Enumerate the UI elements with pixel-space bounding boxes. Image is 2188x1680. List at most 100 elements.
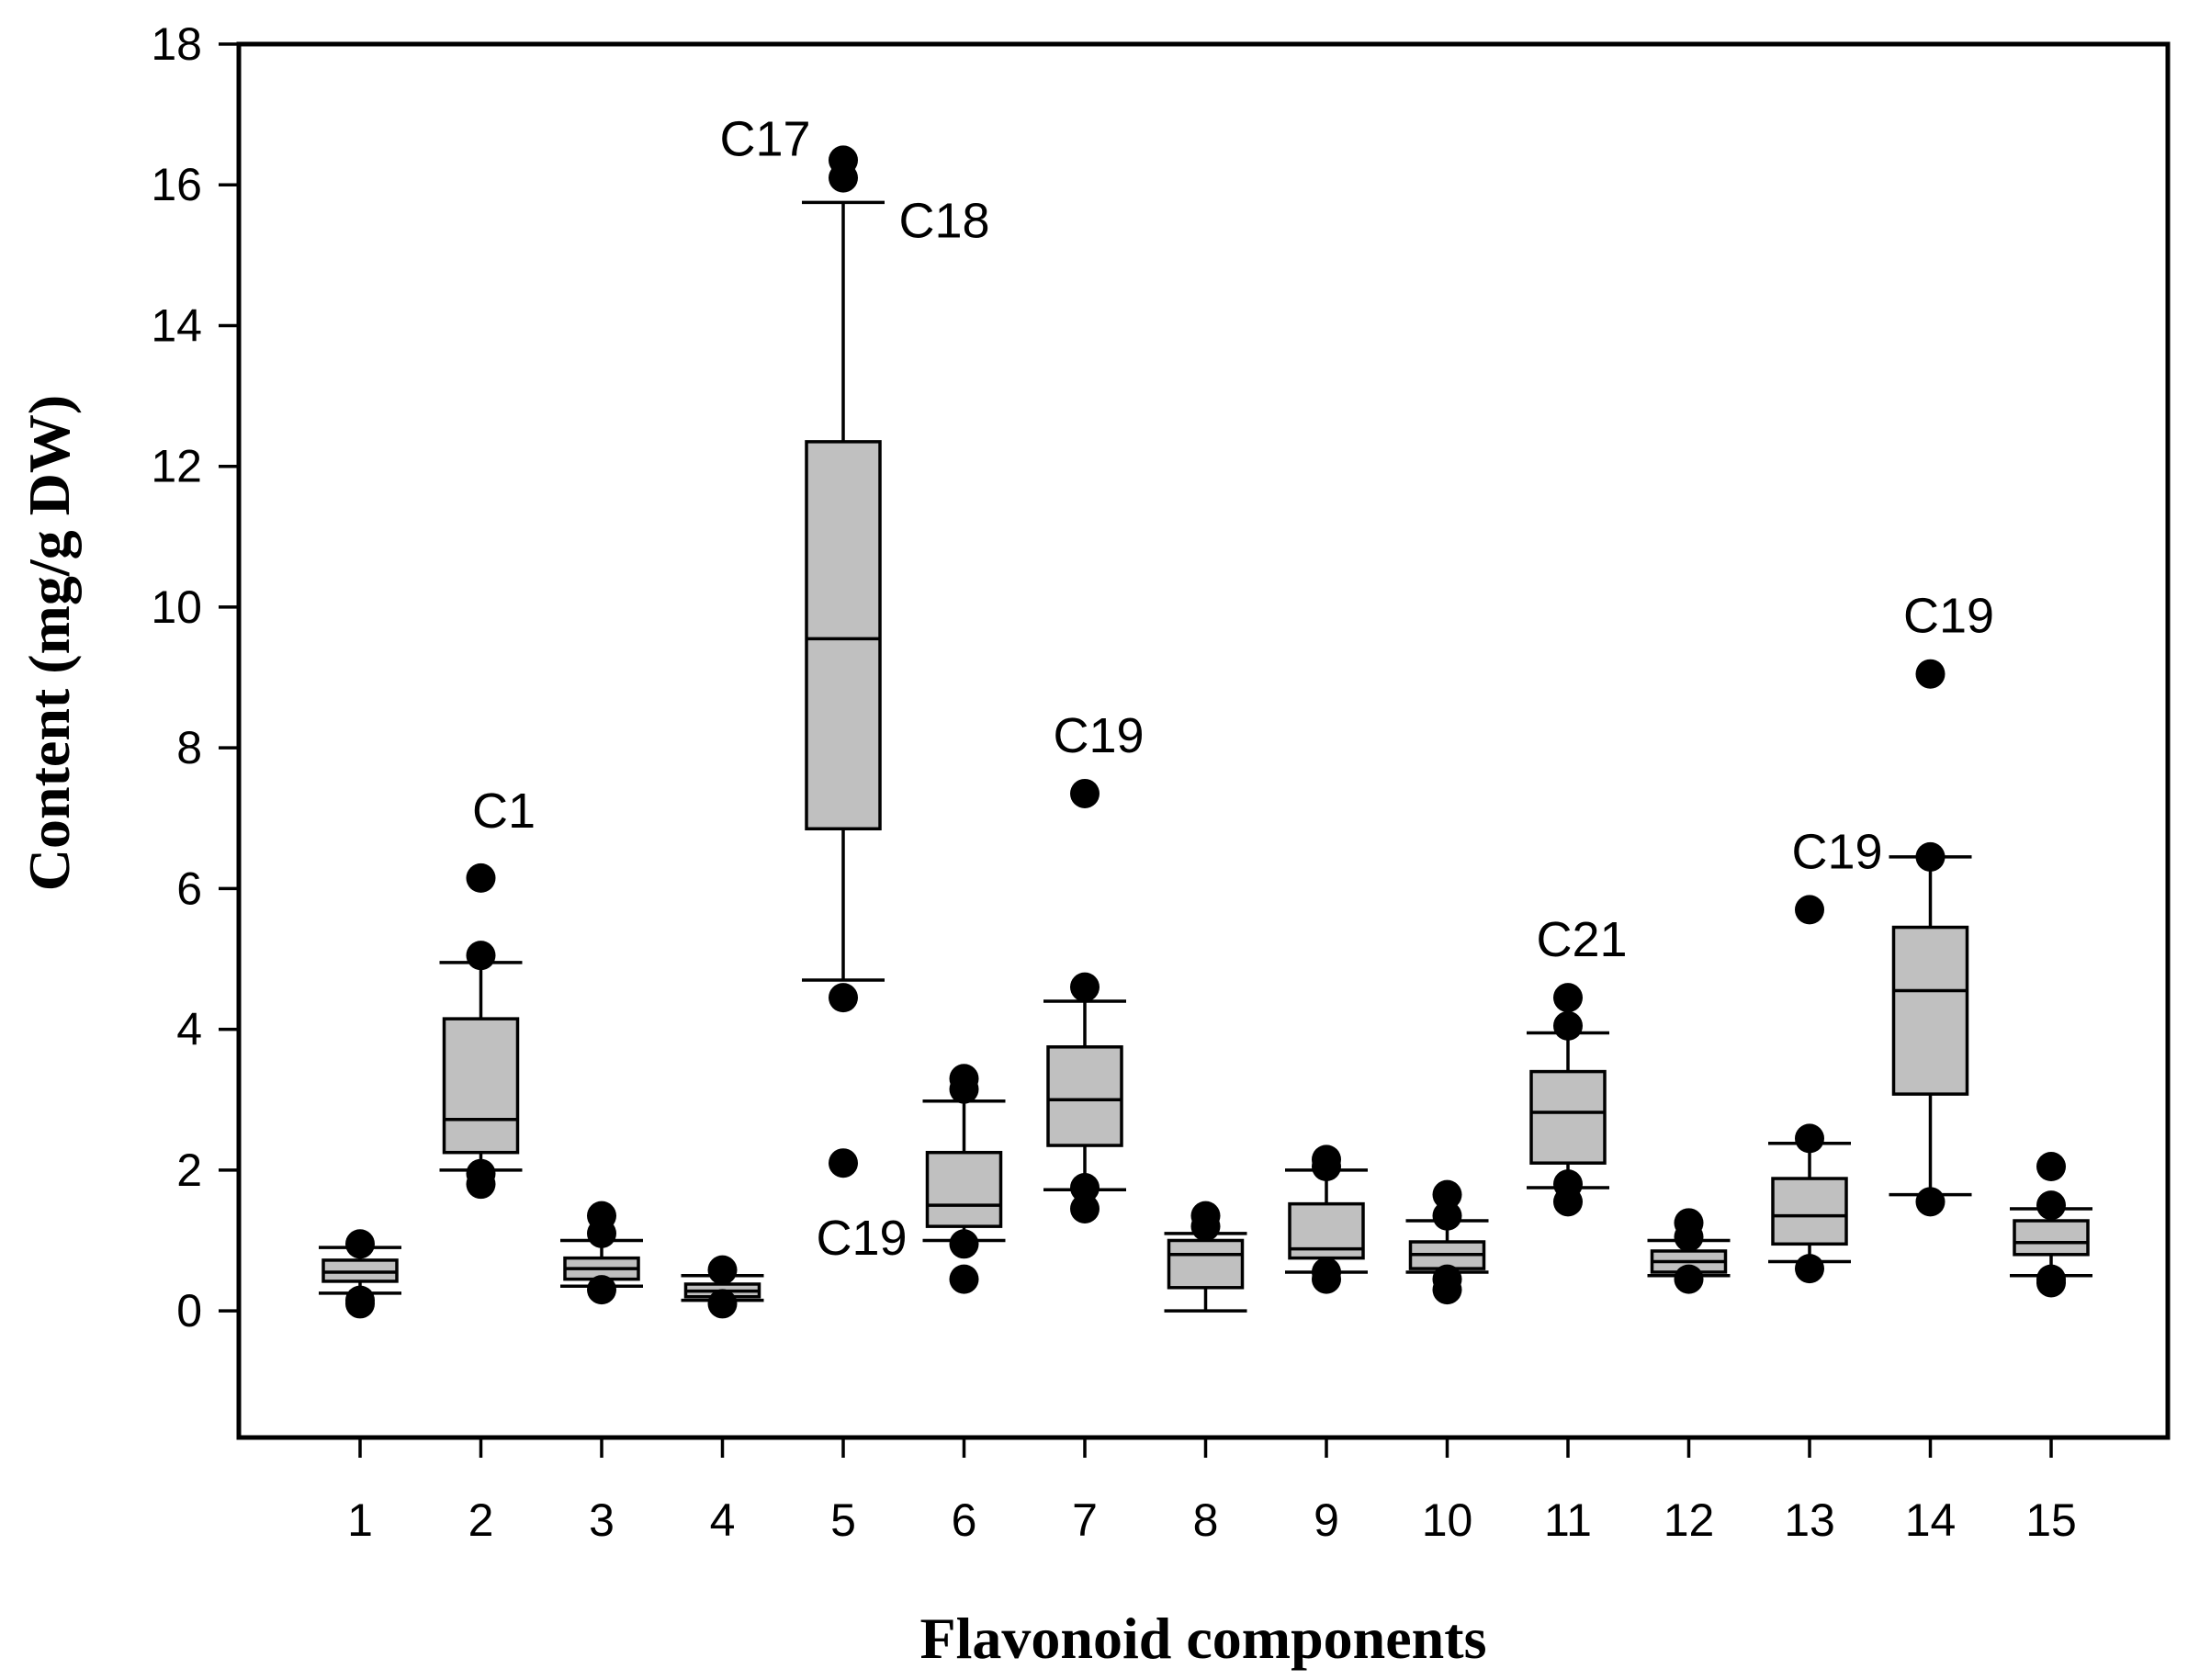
y-tick-label: 10 [151, 581, 202, 633]
outlier-point [345, 1229, 375, 1259]
outlier-point [1674, 1208, 1704, 1238]
outlier-point [707, 1289, 738, 1319]
outlier-point [829, 1148, 858, 1178]
box-group-10 [1405, 1179, 1489, 1305]
outlier-point [1312, 1257, 1341, 1287]
box-group-5 [802, 145, 885, 1178]
outlier-point [1432, 1201, 1462, 1231]
outlier-point [466, 1158, 496, 1189]
box-group-3 [560, 1201, 643, 1305]
y-tick-label: 2 [176, 1144, 202, 1196]
y-axis-title: Content (mg/g DW) [17, 395, 82, 891]
y-tick-label: 14 [151, 299, 202, 351]
outlier-point [2036, 1264, 2066, 1294]
outlier-point [1553, 1169, 1583, 1200]
x-tick-label: 8 [1193, 1494, 1219, 1546]
y-tick-label: 18 [151, 18, 202, 70]
outlier-point [2036, 1152, 2066, 1182]
x-tick-label: 6 [952, 1494, 977, 1546]
outlier-point [1674, 1264, 1704, 1294]
box-group-4 [681, 1255, 764, 1319]
outlier-point [949, 1264, 979, 1294]
outlier-point [1915, 659, 1946, 689]
x-tick-label: 10 [1422, 1494, 1473, 1546]
x-tick-label: 3 [589, 1494, 615, 1546]
box-group-8 [1164, 1201, 1247, 1313]
y-tick-label: 4 [176, 1004, 202, 1055]
x-tick-label: 5 [830, 1494, 856, 1546]
outlier-point [1553, 1010, 1583, 1041]
outlier-point [1432, 1264, 1462, 1294]
plot-frame [236, 41, 2171, 1440]
outlier-point [1553, 983, 1583, 1013]
box-group-7 [1043, 778, 1126, 1223]
x-tick-label: 9 [1314, 1494, 1339, 1546]
y-axis: 0 2 4 6 8 10 12 14 16 18 [151, 18, 239, 1336]
outlier-point [829, 145, 858, 175]
x-tick-label: 2 [468, 1494, 494, 1546]
x-axis-title: Flavonoid components [920, 1606, 1487, 1671]
outlier-point [466, 941, 496, 971]
box-iqr [925, 1150, 1003, 1228]
outlier-point [1070, 972, 1100, 1002]
x-axis: 1 2 3 4 5 6 7 8 9 10 11 12 13 14 15 [347, 1438, 2077, 1546]
box-group-6 [922, 1064, 1006, 1294]
outlier-point [587, 1201, 616, 1231]
outlier-point [1070, 1173, 1100, 1203]
outlier-point [1190, 1201, 1221, 1231]
outlier-point [466, 863, 496, 893]
y-tick-label: 0 [176, 1285, 202, 1336]
x-tick-label: 15 [2025, 1494, 2077, 1546]
outlier-point [1795, 1254, 1824, 1284]
box-group-13 [1768, 895, 1851, 1284]
box-iqr [2013, 1219, 2090, 1257]
x-tick-label: 12 [1664, 1494, 1715, 1546]
y-tick-label: 16 [151, 159, 202, 210]
outlier-point [1312, 1144, 1341, 1175]
box-iqr [1529, 1069, 1607, 1165]
box-iqr [1771, 1177, 1848, 1246]
box-group-1 [319, 1229, 401, 1319]
box-iqr [805, 440, 882, 831]
outlier-point [949, 1064, 979, 1094]
box-iqr [442, 1017, 520, 1155]
outlier-point [707, 1255, 738, 1285]
outlier-point [1915, 1187, 1946, 1217]
box-series [319, 145, 2092, 1319]
outlier-annotation: C18 [898, 194, 989, 249]
y-tick-label: 8 [176, 722, 202, 773]
x-tick-label: 7 [1072, 1494, 1098, 1546]
outlier-point [2036, 1190, 2066, 1221]
box-group-15 [2010, 1152, 2092, 1298]
x-tick-label: 4 [710, 1494, 736, 1546]
outlier-point [1432, 1179, 1462, 1210]
outlier-point [829, 983, 858, 1013]
y-tick-label: 12 [151, 441, 202, 492]
outlier-point [1795, 1123, 1824, 1154]
box-group-11 [1527, 983, 1609, 1217]
outlier-annotation: C21 [1536, 912, 1627, 967]
outlier-annotation: C19 [1791, 824, 1882, 879]
outlier-point [345, 1285, 375, 1315]
outlier-annotation: C19 [1053, 708, 1144, 763]
box-iqr [1891, 925, 1969, 1096]
outlier-annotation: C19 [1903, 589, 1994, 644]
annotations: C1 C17 C18 C19 C19 C21 C19 C19 [472, 111, 1994, 1266]
outlier-point [1070, 1193, 1100, 1223]
box-iqr [1167, 1238, 1245, 1290]
box-group-14 [1889, 659, 1972, 1217]
outlier-point [949, 1229, 979, 1259]
outlier-annotation: C17 [719, 111, 810, 166]
box-group-12 [1647, 1208, 1731, 1294]
outlier-point [1915, 841, 1946, 872]
box-group-9 [1285, 1144, 1368, 1294]
box-iqr [1046, 1045, 1123, 1147]
outlier-annotation: C1 [472, 784, 536, 839]
outlier-point [587, 1275, 616, 1305]
box-group-2 [439, 863, 523, 1200]
outlier-point [1070, 778, 1100, 808]
outlier-point [1795, 895, 1824, 925]
x-tick-label: 13 [1784, 1494, 1835, 1546]
outlier-annotation: C19 [816, 1211, 907, 1266]
